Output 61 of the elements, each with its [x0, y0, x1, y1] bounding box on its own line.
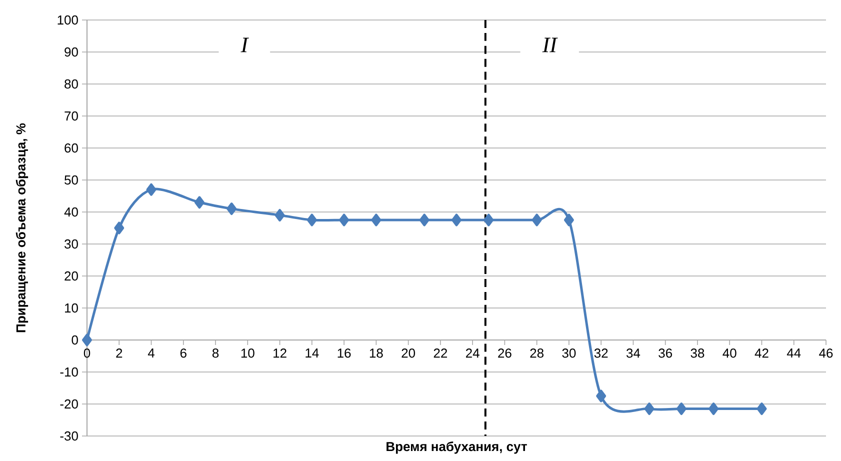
- point: [339, 214, 350, 226]
- x-tick-label: 30: [562, 348, 576, 358]
- x-tick-label: 40: [722, 348, 736, 358]
- point: [274, 208, 285, 222]
- x-tick-label: 6: [180, 348, 186, 358]
- x-tick-label: 18: [370, 348, 383, 358]
- point: [226, 202, 237, 216]
- x-tick-label: 26: [498, 348, 512, 358]
- y-tick-label: 50: [64, 175, 78, 185]
- x-tick-label: 10: [241, 348, 254, 358]
- annotation: I: [240, 38, 249, 52]
- x-tick-label: 16: [338, 348, 351, 358]
- point: [194, 196, 204, 209]
- y-axis-title: Приращение объема образца, %: [16, 123, 28, 332]
- point: [484, 214, 494, 226]
- y-tick-label: 100: [58, 15, 78, 25]
- point: [564, 214, 574, 226]
- point: [371, 214, 382, 226]
- x-tick-label: 22: [434, 348, 448, 358]
- point: [452, 214, 462, 226]
- x-tick-label: 36: [658, 348, 672, 358]
- x-tick-label: 12: [274, 348, 286, 358]
- x-tick-label: 42: [754, 348, 768, 358]
- point: [82, 334, 92, 346]
- point: [644, 402, 654, 416]
- x-tick-label: 0: [84, 348, 90, 358]
- y-tick-label: 20: [64, 271, 78, 281]
- point: [114, 222, 124, 234]
- x-tick-label: 28: [530, 348, 544, 358]
- annotation: II: [542, 38, 558, 52]
- y-tick-label: 70: [64, 111, 78, 121]
- x-tick-label: 8: [212, 348, 219, 358]
- y-tick-label: 40: [64, 207, 78, 217]
- x-tick-label: 34: [626, 348, 640, 358]
- x-tick-label: 2: [116, 348, 122, 358]
- point: [708, 402, 719, 416]
- point: [532, 214, 542, 226]
- y-tick-label: 90: [64, 47, 78, 57]
- point: [596, 390, 606, 402]
- y-tick-label: -30: [60, 431, 78, 441]
- y-tick-label: 60: [64, 143, 78, 153]
- y-tick-label: 0: [72, 335, 78, 345]
- y-tick-label: 10: [65, 303, 78, 313]
- x-tick-label: 14: [306, 348, 319, 358]
- x-tick-label: 38: [690, 348, 704, 358]
- x-tick-label: 4: [148, 348, 154, 358]
- x-tick-label: 46: [819, 348, 833, 358]
- x-tick-label: 44: [786, 348, 801, 358]
- x-tick-label: 20: [402, 348, 416, 358]
- x-tick-label: 24: [466, 348, 480, 358]
- y-tick-label: -10: [60, 367, 78, 377]
- point: [756, 402, 767, 416]
- x-axis-title: Время набухания, сут: [386, 442, 527, 454]
- y-tick-label: 30: [64, 239, 78, 249]
- point: [676, 402, 686, 416]
- point: [146, 183, 156, 196]
- y-tick-label: -20: [60, 399, 78, 409]
- point: [306, 214, 317, 226]
- y-tick-label: 80: [64, 79, 78, 89]
- point: [419, 214, 430, 226]
- x-tick-label: 32: [594, 348, 608, 358]
